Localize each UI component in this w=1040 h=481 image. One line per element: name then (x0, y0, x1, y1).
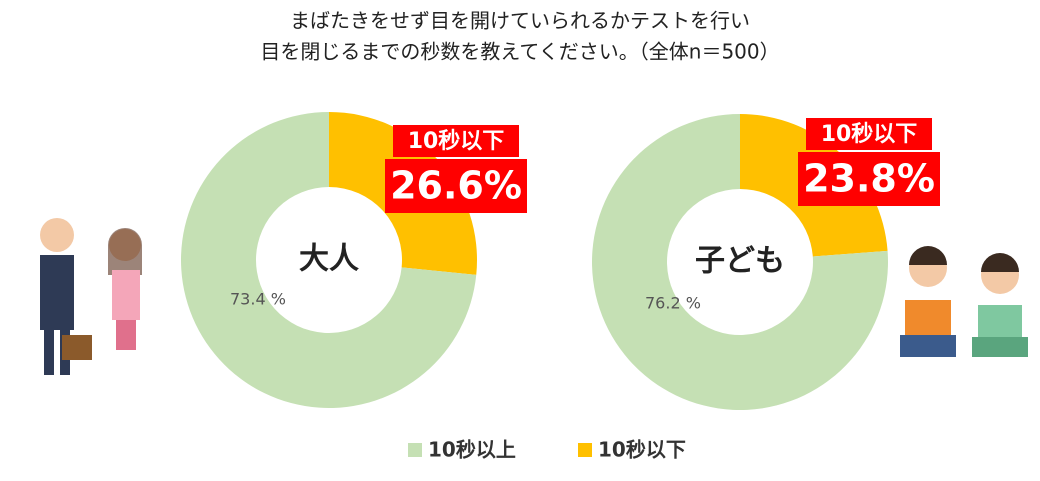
callout-box (806, 118, 932, 150)
donut-center-label: 子ども (695, 244, 785, 279)
data-label: 73.4 % (230, 290, 286, 309)
donut-slice (180, 112, 477, 408)
donut-slice (591, 114, 888, 410)
callout-box (385, 159, 527, 213)
callout-category: 10秒以下 (408, 129, 505, 154)
data-label: 23.8% (803, 157, 935, 201)
callout-category: 10秒以下 (821, 122, 918, 147)
callout-box (798, 152, 940, 206)
legend-swatch (408, 443, 422, 457)
callout-box (393, 125, 519, 157)
illustration-children (900, 246, 1028, 357)
chart-title: 目を閉じるまでの秒数を教えてください。（全体n＝500） (260, 40, 779, 64)
chart-title: まばたきをせず目を開けていられるかテストを行い (290, 9, 750, 33)
data-label: 26.6% (390, 164, 522, 208)
donut-center-label: 大人 (299, 242, 359, 277)
legend-label: 10秒以上 (428, 438, 516, 462)
legend-label: 10秒以下 (598, 438, 686, 462)
data-label: 76.2 % (645, 294, 701, 313)
illustration-adults (40, 218, 142, 375)
legend-swatch (578, 443, 592, 457)
